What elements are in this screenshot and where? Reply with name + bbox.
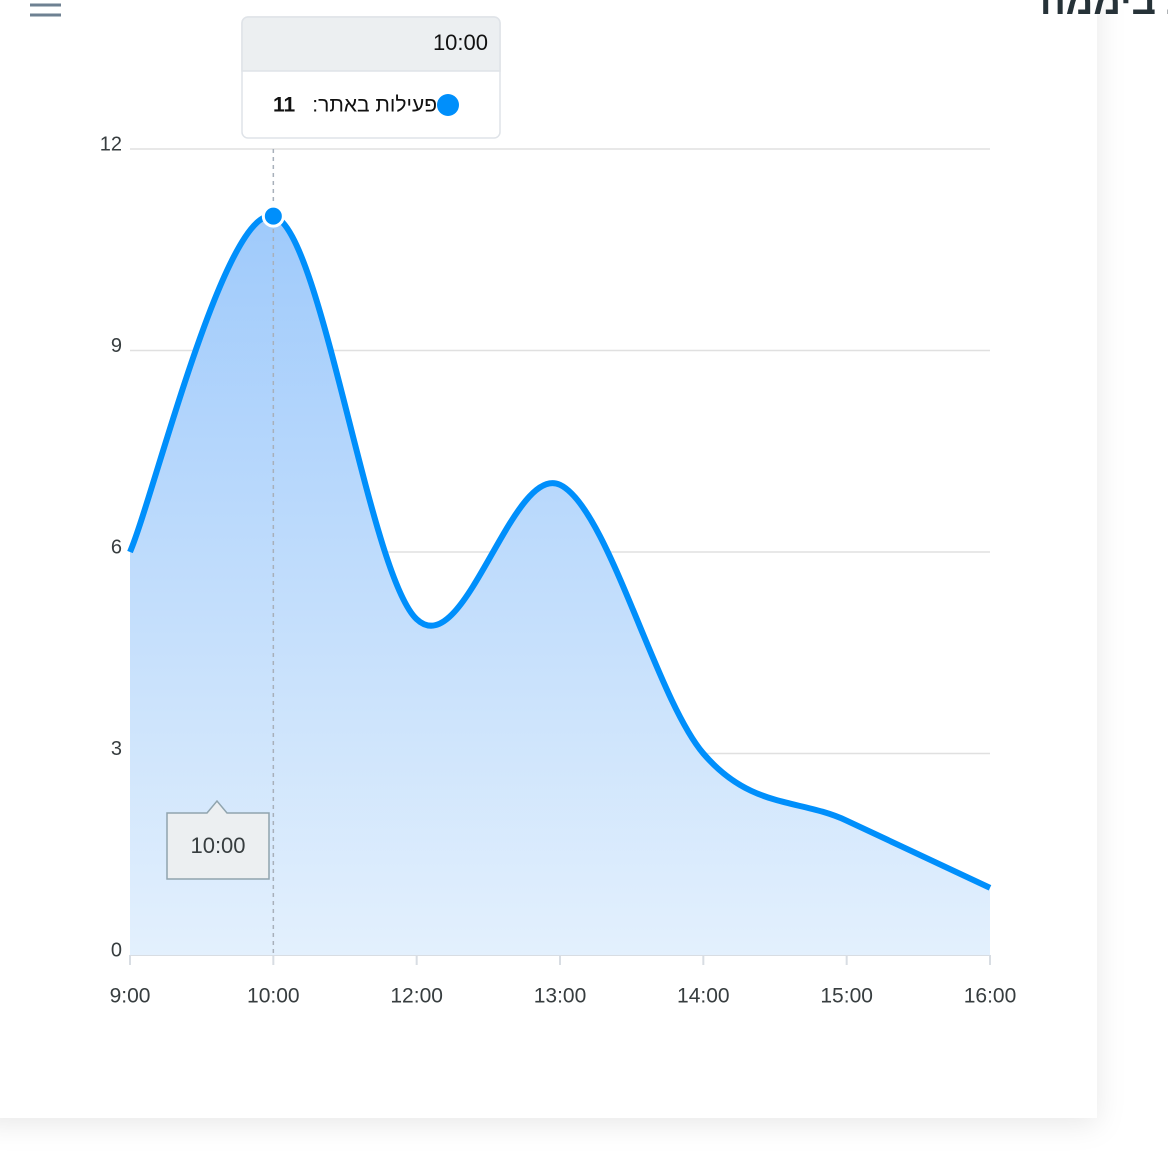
x-tick-label: 16:00 bbox=[964, 985, 1017, 1008]
x-tick-label: 14:00 bbox=[677, 985, 730, 1008]
x-tick-label: 10:00 bbox=[247, 985, 300, 1008]
x-crosshair-label: 10:00 bbox=[190, 833, 245, 858]
x-tick-label: 9:00 bbox=[110, 985, 151, 1008]
x-tick-label: 12:00 bbox=[390, 985, 443, 1008]
y-tick-label: 6 bbox=[111, 536, 122, 558]
y-tick-label: 0 bbox=[111, 939, 122, 961]
tooltip-marker bbox=[437, 94, 459, 116]
y-tick-label: 9 bbox=[111, 335, 122, 357]
x-tick-label: 13:00 bbox=[534, 985, 587, 1008]
hover-marker bbox=[261, 204, 285, 228]
area-fill bbox=[130, 215, 990, 955]
y-tick-label: 3 bbox=[111, 738, 122, 760]
tooltip-title: 10:00 bbox=[433, 30, 488, 55]
y-tick-label: 12 bbox=[100, 133, 122, 155]
chart-title: זמני מכירות ביממה bbox=[1040, 0, 1168, 23]
tooltip-label: פעילות באתר: bbox=[312, 94, 437, 117]
series-line bbox=[127, 213, 992, 891]
x-tick-label: 15:00 bbox=[820, 985, 873, 1008]
menu-icon[interactable] bbox=[30, 3, 61, 17]
tooltip-value: 11 bbox=[273, 94, 296, 117]
x-crosshair-label-box bbox=[166, 799, 270, 880]
tooltip-header bbox=[241, 16, 501, 72]
